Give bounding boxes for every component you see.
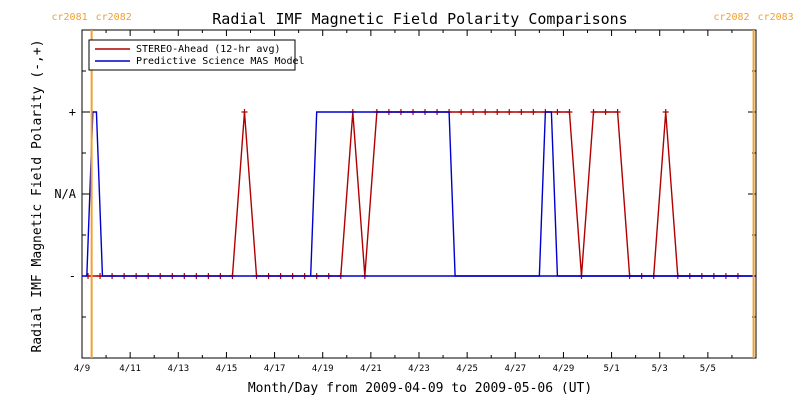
data-point-marker — [590, 109, 597, 115]
x-tick-label: 4/11 — [119, 364, 141, 374]
x-axis-title: Month/Day from 2009-04-09 to 2009-05-06 … — [248, 381, 592, 396]
x-tick-label: 5/3 — [652, 364, 668, 374]
data-point-marker — [470, 109, 477, 115]
x-tick-label: 4/29 — [553, 364, 575, 374]
data-point-marker — [494, 109, 501, 115]
y-tick-label: - — [69, 269, 76, 283]
x-tick-label: 4/13 — [167, 364, 189, 374]
series-layer — [82, 109, 756, 279]
y-tick-label: N/A — [54, 187, 76, 201]
data-point-marker — [241, 109, 248, 115]
data-point-marker — [662, 109, 669, 115]
y-axis-title: Radial IMF Magnetic Field Polarity (-,+) — [30, 39, 45, 352]
data-point-marker — [566, 109, 573, 115]
legend-label-stereo: STEREO-Ahead (12-hr avg) — [136, 44, 281, 55]
x-tick-label: 4/9 — [74, 364, 90, 374]
x-tick-label: 4/27 — [504, 364, 526, 374]
data-point-marker — [530, 109, 537, 115]
data-point-marker — [614, 109, 621, 115]
x-tick-label: 4/15 — [216, 364, 238, 374]
legend-label-model: Predictive Science MAS Model — [136, 56, 305, 67]
carrington-labels: cr2081 cr2082 cr2082 cr2083 — [52, 12, 794, 23]
series-line-1-b — [309, 111, 756, 277]
axis-ticks: 4/9 4/11 4/13 4/15 4/17 4/19 4/21 4/23 4/25 4/27 4… — [54, 29, 757, 374]
y-tick-label: + — [69, 105, 76, 119]
legend: STEREO-Ahead (12-hr avg) Predictive Scie… — [88, 39, 305, 71]
plot-frame — [81, 29, 757, 359]
x-tick-label: 4/25 — [456, 364, 478, 374]
x-tick-label: 4/21 — [360, 364, 382, 374]
x-tick-label: 5/1 — [603, 364, 619, 374]
chart-title: Radial IMF Magnetic Field Polarity Compa… — [212, 10, 627, 28]
carrington-label-left: cr2081 — [52, 12, 88, 23]
carrington-lines — [90, 30, 755, 358]
data-point-marker — [518, 109, 525, 115]
carrington-label-right: cr2083 — [758, 12, 794, 23]
x-tick-label: 5/5 — [700, 364, 716, 374]
data-point-marker — [602, 109, 609, 115]
x-tick-label: 4/23 — [408, 364, 430, 374]
legend-box — [88, 39, 296, 71]
data-point-marker — [506, 109, 513, 115]
data-point-marker — [554, 109, 561, 115]
series-line-0 — [88, 111, 738, 277]
data-point-marker — [482, 109, 489, 115]
carrington-label-left: cr2082 — [713, 12, 749, 23]
x-tick-label: 4/17 — [264, 364, 286, 374]
carrington-label-right: cr2082 — [96, 12, 132, 23]
data-point-marker — [458, 109, 465, 115]
series-line-1 — [82, 111, 756, 277]
x-tick-label: 4/19 — [312, 364, 334, 374]
